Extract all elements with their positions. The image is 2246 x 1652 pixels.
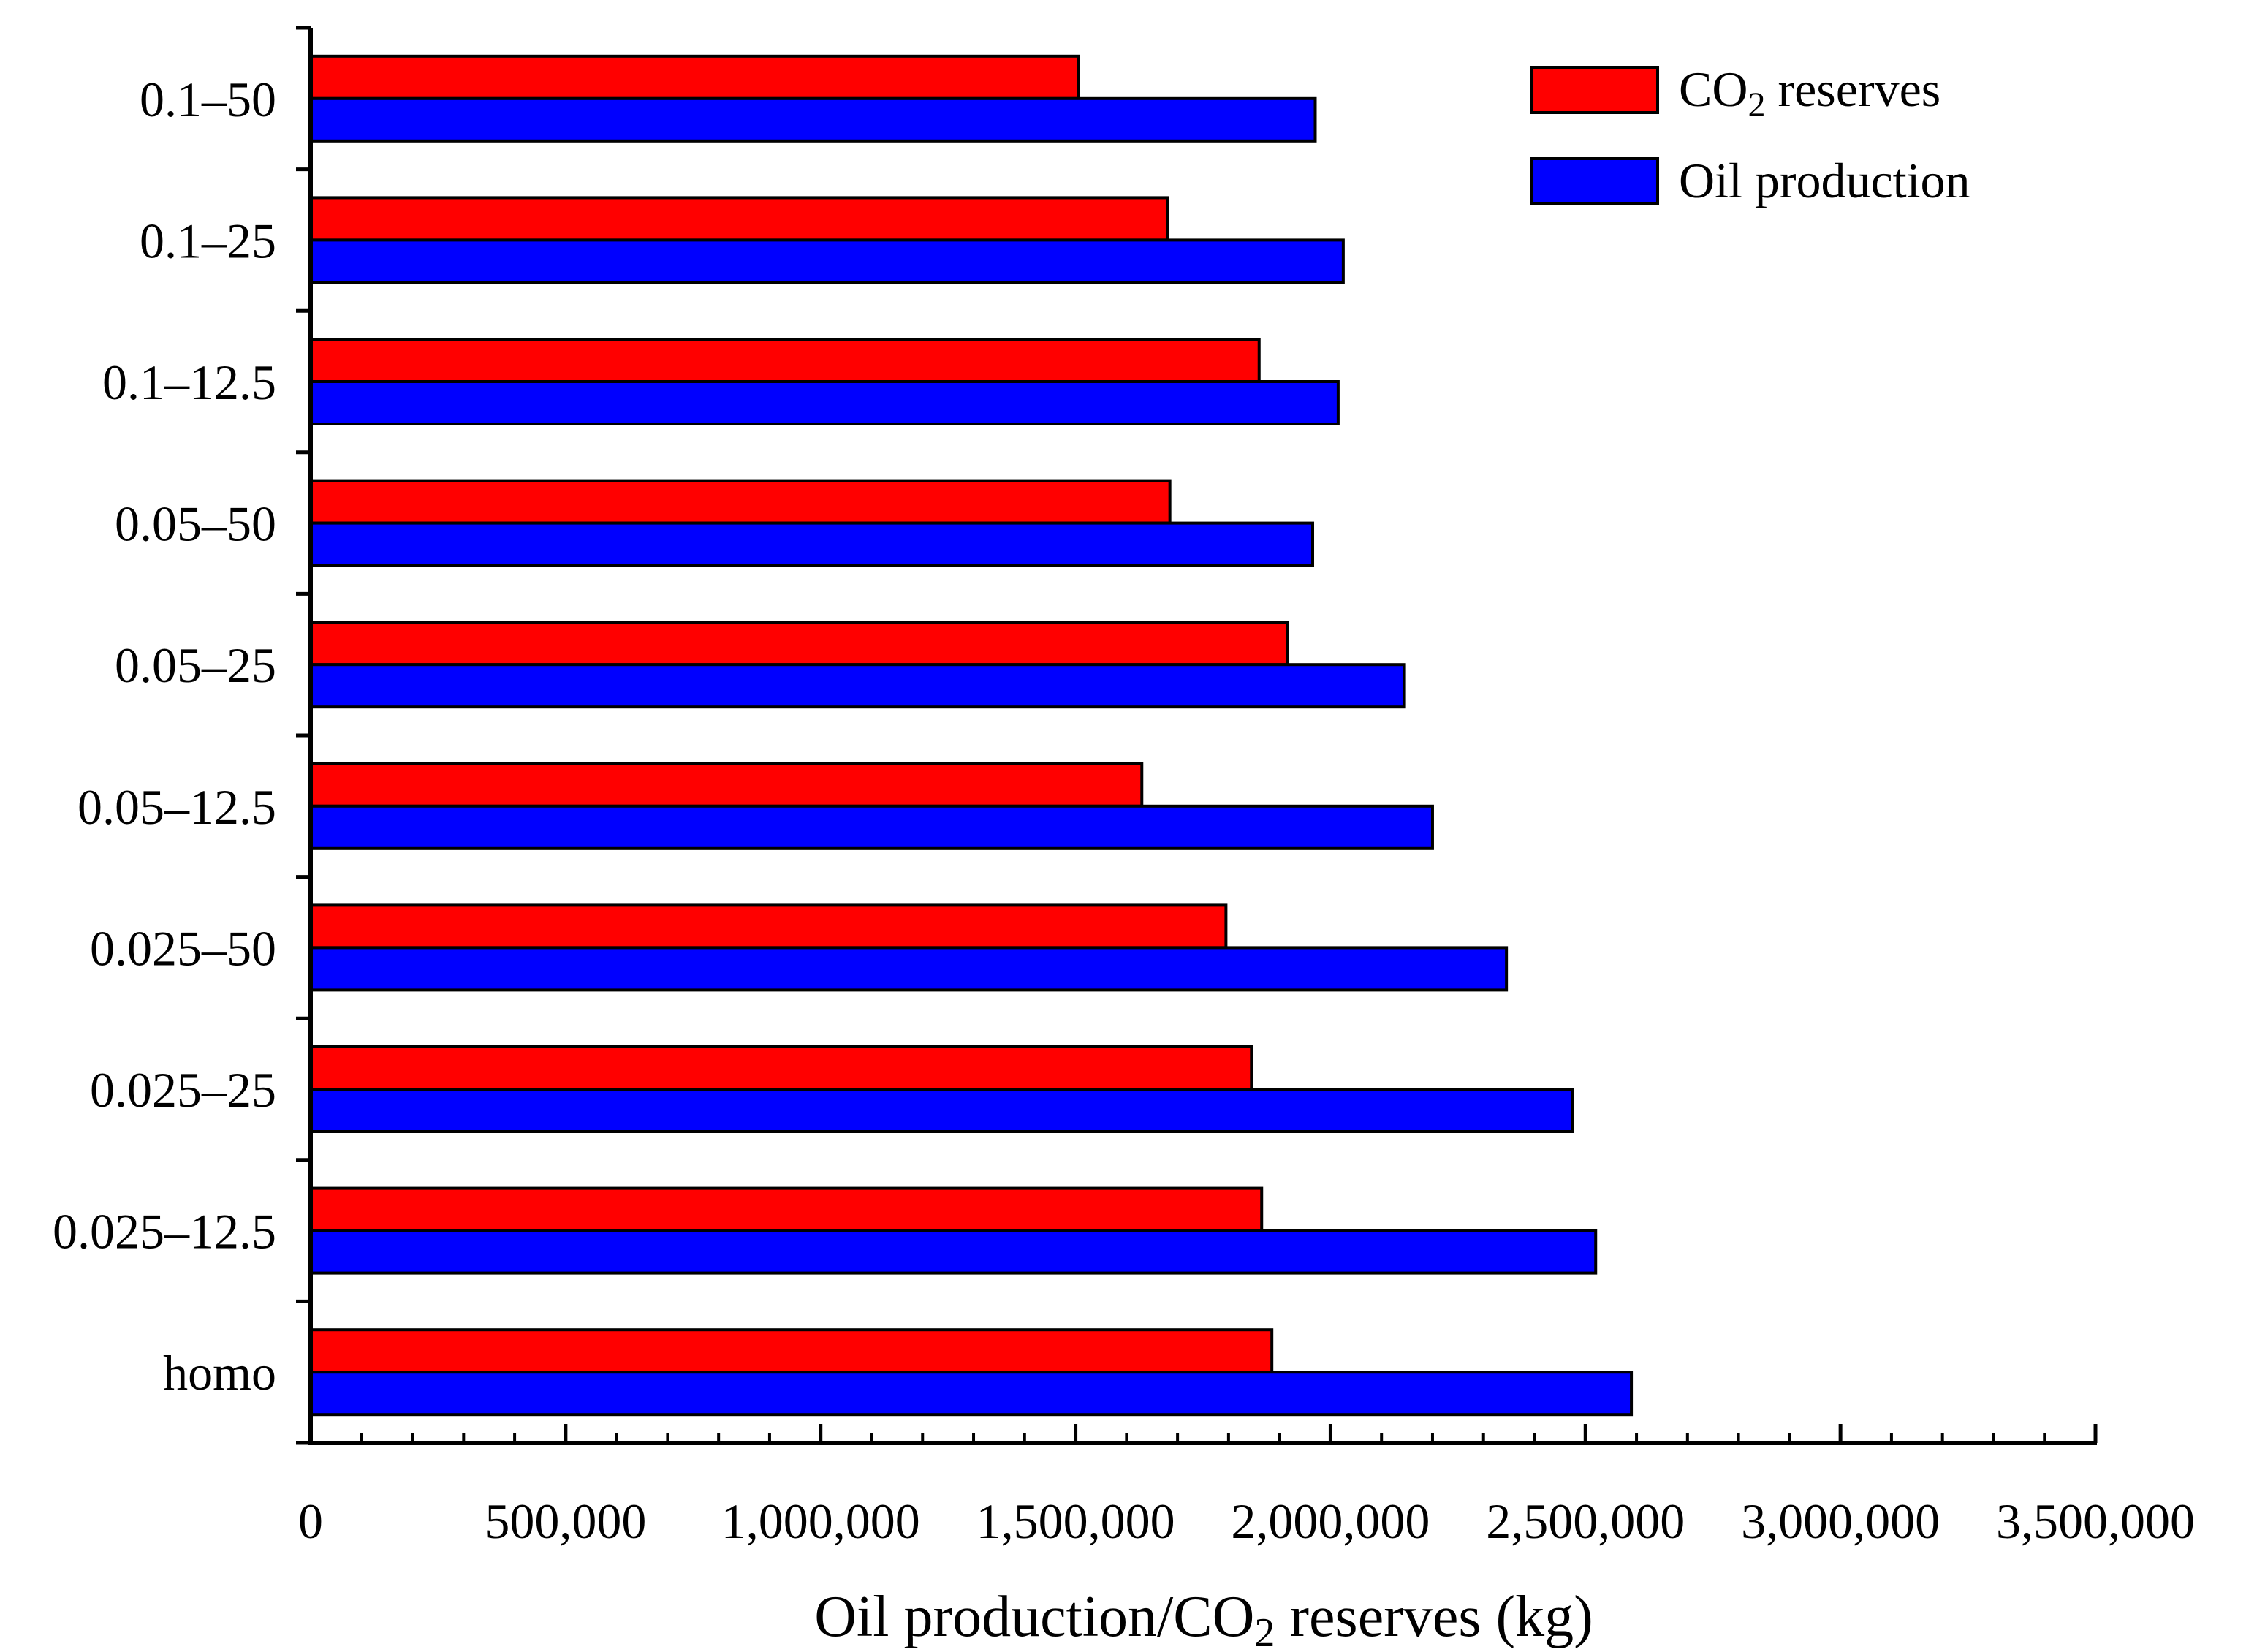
y-tick-label-0-025-12-5: 0.025–12.5 <box>53 1204 276 1259</box>
x-axis-title-tail: reserves (kg) <box>1275 1585 1593 1649</box>
category-labels-group: 0.1–50 0.1–25 0.1–12.5 0.05–50 0.05–25 0.05–1… <box>53 72 276 1401</box>
x-tick-labels-group: 0 500,000 1,000,000 1,500,000 2,000,000 2,500… <box>298 1493 2195 1549</box>
bar-co2-reserves-0-1-50 <box>309 54 1080 100</box>
bar-co2-reserves-0-025-12-5 <box>309 1186 1264 1232</box>
bar-oil-production-0-1-12-5 <box>309 380 1340 425</box>
bar-oil-production-0-1-25 <box>309 238 1345 284</box>
x-tick-label-6: 3,000,000 <box>1741 1493 1940 1549</box>
bar-co2-reserves-0-05-50 <box>309 479 1172 525</box>
bar-co2-reserves-0-025-50 <box>309 903 1228 950</box>
bar-oil-production-0-1-50 <box>309 96 1317 143</box>
bars-group <box>309 54 1634 1417</box>
bar-oil-production-0-05-50 <box>309 521 1315 567</box>
y-tick-label-0-05-50: 0.05–50 <box>115 496 276 552</box>
x-tick-label-5: 2,500,000 <box>1486 1493 1685 1549</box>
legend-swatch-co2-reserves <box>1530 66 1659 114</box>
y-tick-label-0-05-25: 0.05–25 <box>115 637 276 693</box>
bar-co2-reserves-0-1-25 <box>309 196 1169 242</box>
bar-oil-production-0-025-50 <box>309 946 1509 992</box>
x-tick-label-3: 1,500,000 <box>976 1493 1175 1549</box>
x-tick-label-2: 1,000,000 <box>721 1493 920 1549</box>
y-tick-label-0-1-12-5: 0.1–12.5 <box>102 355 276 410</box>
y-tick-label-0-1-25: 0.1–25 <box>140 213 276 268</box>
y-tick-label-0-05-12-5: 0.05–12.5 <box>77 779 276 835</box>
x-tick-label-1: 500,000 <box>485 1493 646 1549</box>
y-tick-label-0-1-50: 0.1–50 <box>140 72 276 127</box>
x-tick-label-7: 3,500,000 <box>1996 1493 2195 1549</box>
bar-co2-reserves-0-05-12-5 <box>309 762 1144 808</box>
y-tick-label-0-025-25: 0.025–25 <box>90 1062 276 1118</box>
x-axis-title-subscript: 2 <box>1254 1610 1275 1652</box>
legend-co2-subscript: 2 <box>1748 86 1765 124</box>
x-tick-label-4: 2,000,000 <box>1231 1493 1430 1549</box>
y-ticks-group <box>296 26 311 1445</box>
bar-co2-reserves-0-1-12-5 <box>309 338 1261 383</box>
y-tick-label-homo: homo <box>163 1345 276 1401</box>
bar-oil-production-homo <box>309 1371 1634 1417</box>
bar-oil-production-0-05-12-5 <box>309 804 1434 850</box>
legend-label-co2-reserves: CO2 reserves <box>1679 61 1940 124</box>
y-tick-label-0-025-50: 0.025–50 <box>90 920 276 976</box>
x-tick-label-0: 0 <box>298 1493 323 1549</box>
legend-label-oil-production: Oil production <box>1679 153 1970 208</box>
legend-co2-main: CO <box>1679 61 1748 117</box>
bar-co2-reserves-homo <box>309 1328 1274 1374</box>
bar-oil-production-0-025-25 <box>309 1088 1574 1133</box>
bar-co2-reserves-0-05-25 <box>309 621 1289 667</box>
legend: CO2 reserves Oil production <box>1530 61 1970 208</box>
legend-co2-tail: reserves <box>1765 61 1940 117</box>
x-axis-title-main: Oil production/CO <box>814 1585 1254 1649</box>
bar-co2-reserves-0-025-25 <box>309 1045 1253 1091</box>
x-axis-title: Oil production/CO2 reserves (kg) <box>814 1585 1593 1652</box>
x-ticks-group <box>308 1424 2098 1443</box>
bar-oil-production-0-025-12-5 <box>309 1229 1598 1275</box>
legend-swatch-oil-production <box>1530 157 1659 205</box>
bar-oil-production-0-05-25 <box>309 663 1406 709</box>
